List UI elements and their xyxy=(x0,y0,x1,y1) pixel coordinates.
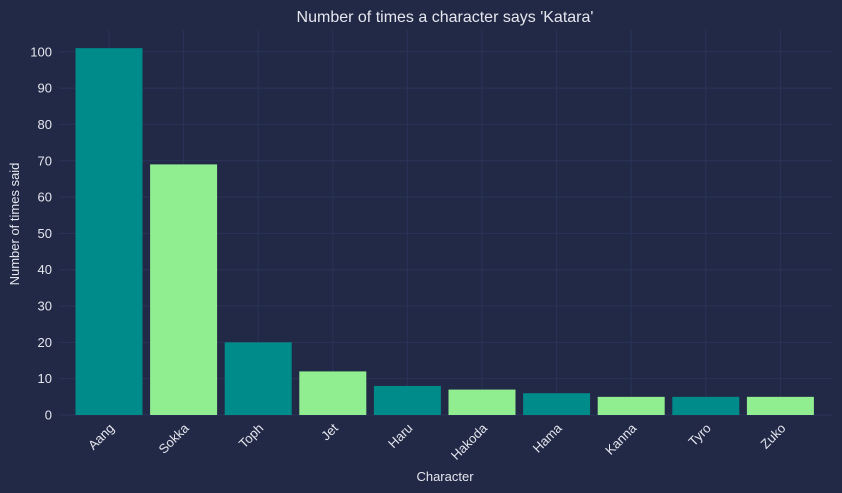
x-axis-label: Character xyxy=(416,469,474,484)
bar-hama xyxy=(523,393,591,415)
y-tick-label: 90 xyxy=(38,81,52,96)
y-axis-ticks: 0 10 20 30 40 50 60 70 80 90 100 xyxy=(30,44,52,422)
y-tick-label: 80 xyxy=(38,117,52,132)
y-tick-label: 100 xyxy=(30,44,52,59)
y-tick-label: 60 xyxy=(38,190,52,205)
bar-sokka xyxy=(150,164,218,415)
bar-aang xyxy=(75,48,143,416)
y-tick-label: 20 xyxy=(38,335,52,350)
y-tick-label: 70 xyxy=(38,153,52,168)
bar-kanna xyxy=(597,396,665,415)
y-tick-label: 50 xyxy=(38,226,52,241)
bars-group xyxy=(75,48,814,416)
bar-tyro xyxy=(672,396,740,415)
y-axis-label: Number of times said xyxy=(7,163,22,286)
bar-hakoda xyxy=(448,389,516,415)
bar-jet xyxy=(299,371,367,415)
y-tick-label: 0 xyxy=(45,408,52,423)
y-tick-label: 30 xyxy=(38,299,52,314)
y-tick-label: 40 xyxy=(38,262,52,277)
chart-title: Number of times a character says 'Katara… xyxy=(297,9,594,26)
bar-toph xyxy=(224,342,292,415)
bar-zuko xyxy=(746,396,814,415)
bar-haru xyxy=(373,385,441,415)
y-tick-label: 10 xyxy=(38,371,52,386)
